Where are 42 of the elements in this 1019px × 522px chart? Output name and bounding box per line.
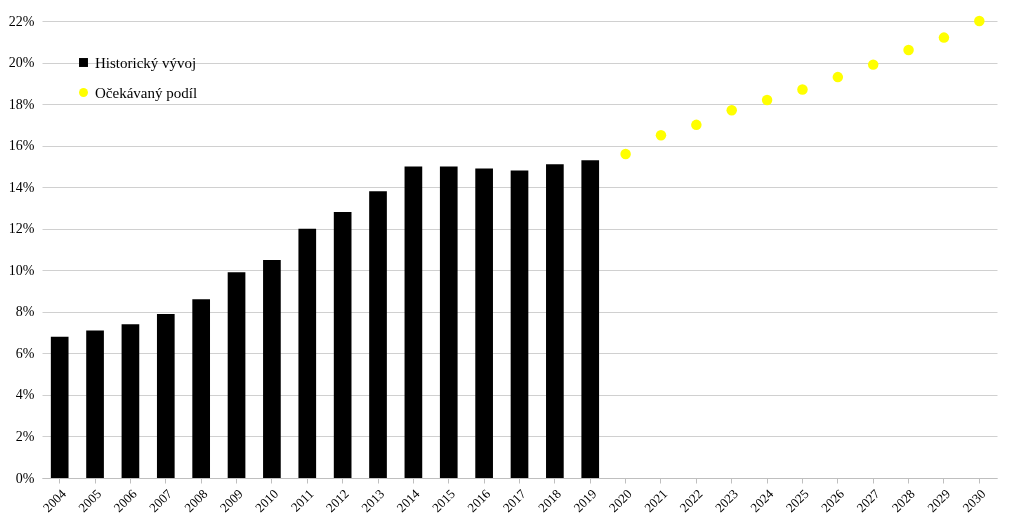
bar [156, 313, 175, 478]
y-tick-label: 18% [8, 96, 35, 112]
bar [333, 212, 352, 478]
y-tick-label: 8% [15, 304, 35, 320]
legend-label: Očekávaný podíl [95, 84, 198, 101]
bar [581, 160, 600, 478]
bar [369, 191, 387, 478]
bar [50, 336, 69, 478]
bar [475, 168, 493, 478]
bar [404, 166, 423, 478]
y-tick-label: 12% [8, 221, 35, 237]
bar [546, 164, 564, 478]
y-tick-label: 10% [8, 262, 35, 278]
point [832, 71, 844, 83]
point [761, 94, 773, 106]
bar [86, 330, 104, 478]
bar [121, 324, 140, 478]
point [867, 59, 879, 70]
point [691, 119, 702, 131]
point [938, 32, 950, 43]
bar [510, 170, 529, 478]
point [797, 84, 808, 95]
point [655, 130, 667, 141]
point [620, 148, 631, 160]
point [903, 44, 914, 56]
legend-label: Historický vývoj [95, 54, 197, 71]
bar [263, 259, 281, 478]
y-tick-label: 14% [8, 179, 35, 195]
y-tick-label: 0% [15, 470, 35, 486]
y-tick-label: 4% [15, 387, 35, 403]
point [974, 15, 985, 27]
y-tick-label: 20% [8, 55, 35, 71]
bar [192, 299, 211, 478]
y-tick-label: 16% [8, 138, 35, 154]
y-tick-label: 6% [15, 345, 35, 361]
y-tick-label: 2% [15, 428, 35, 444]
x-tick-label: 2011 [287, 486, 317, 515]
bar [298, 228, 317, 478]
bar [439, 166, 458, 478]
point [726, 105, 737, 116]
bar [227, 272, 246, 478]
y-tick-label: 22% [8, 13, 35, 29]
